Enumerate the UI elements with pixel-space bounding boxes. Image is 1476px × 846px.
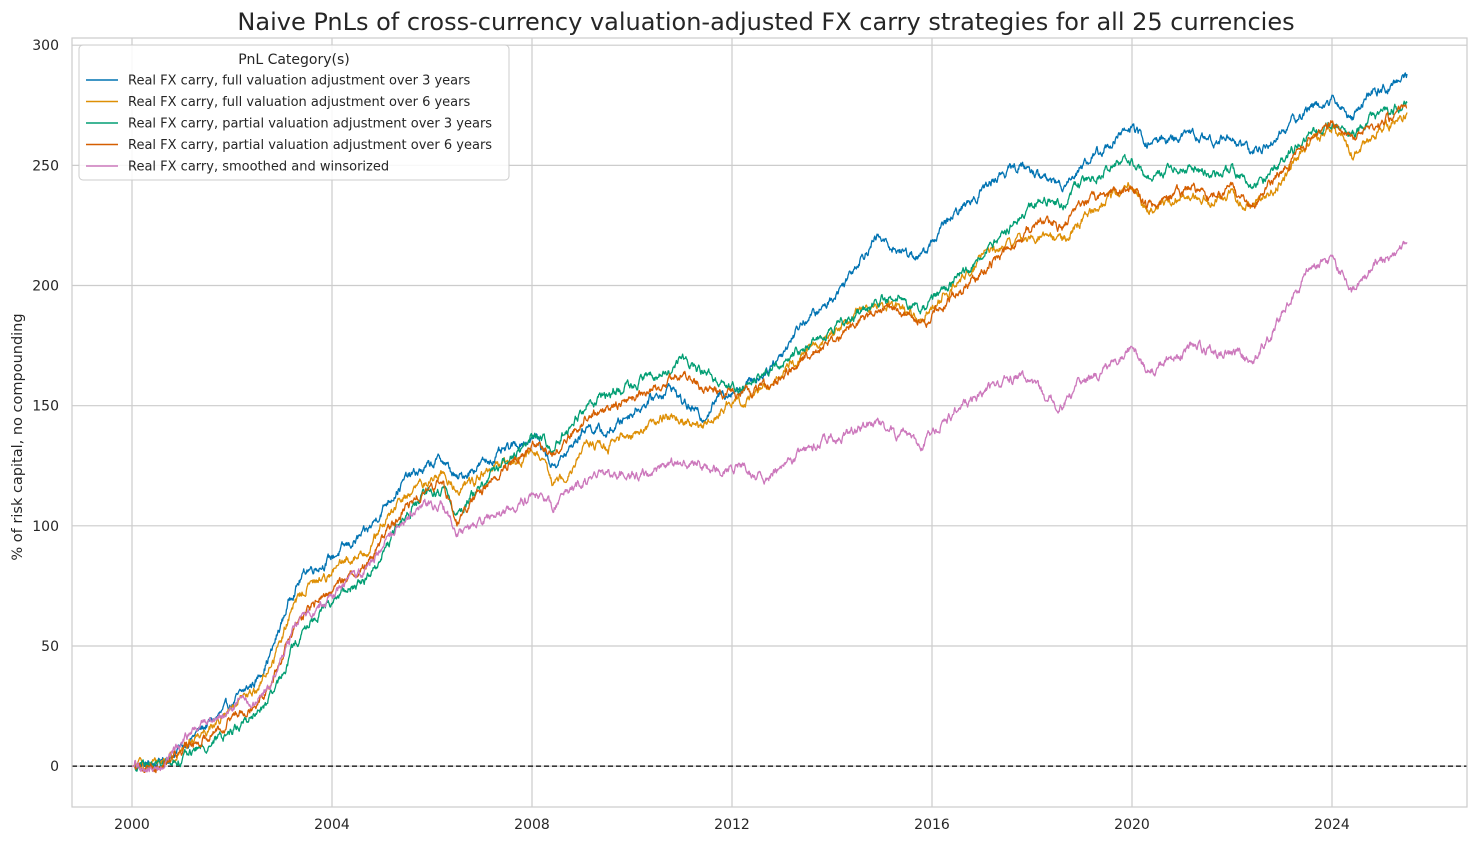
y-tick-label: 200 <box>32 279 59 295</box>
legend: PnL Category(s) Real FX carry, full valu… <box>78 44 510 181</box>
legend-label-2: Real FX carry, full valuation adjustment… <box>128 95 470 110</box>
x-tick-label: 2012 <box>714 817 750 833</box>
y-tick-label: 250 <box>32 158 59 174</box>
legend-items: Real FX carry, full valuation adjustment… <box>86 74 492 175</box>
legend-title: PnL Category(s) <box>238 52 350 68</box>
x-tick-label: 2020 <box>1114 817 1150 833</box>
y-axis: 0 50 100 150 200 250 300 <box>32 38 59 775</box>
x-tick-label: 2008 <box>514 817 550 833</box>
plot-frame <box>71 37 1468 808</box>
legend-label-4: Real FX carry, partial valuation adjustm… <box>128 138 492 153</box>
x-axis: 2000 2004 2008 2012 2016 2020 2024 <box>114 817 1350 833</box>
y-tick-label: 0 <box>50 759 59 775</box>
y-tick-label: 150 <box>32 399 59 415</box>
legend-box <box>78 44 510 181</box>
chart-title: Naive PnLs of cross-currency valuation-a… <box>237 8 1294 36</box>
series-layer <box>131 72 1408 774</box>
y-tick-label: 100 <box>32 519 59 535</box>
x-tick-label: 2000 <box>114 817 150 833</box>
legend-label-1: Real FX carry, full valuation adjustment… <box>128 74 470 89</box>
y-axis-label: % of risk capital, no compounding <box>10 313 26 560</box>
y-tick-label: 50 <box>41 639 59 655</box>
legend-label-5: Real FX carry, smoothed and winsorized <box>128 160 389 175</box>
y-tick-label: 300 <box>32 38 59 54</box>
series-line-5 <box>131 240 1408 773</box>
x-tick-label: 2024 <box>1314 817 1350 833</box>
x-tick-label: 2004 <box>314 817 350 833</box>
legend-label-3: Real FX carry, partial valuation adjustm… <box>128 117 492 132</box>
series-line-3 <box>131 100 1408 772</box>
series-line-4 <box>131 104 1408 774</box>
x-tick-label: 2016 <box>914 817 950 833</box>
